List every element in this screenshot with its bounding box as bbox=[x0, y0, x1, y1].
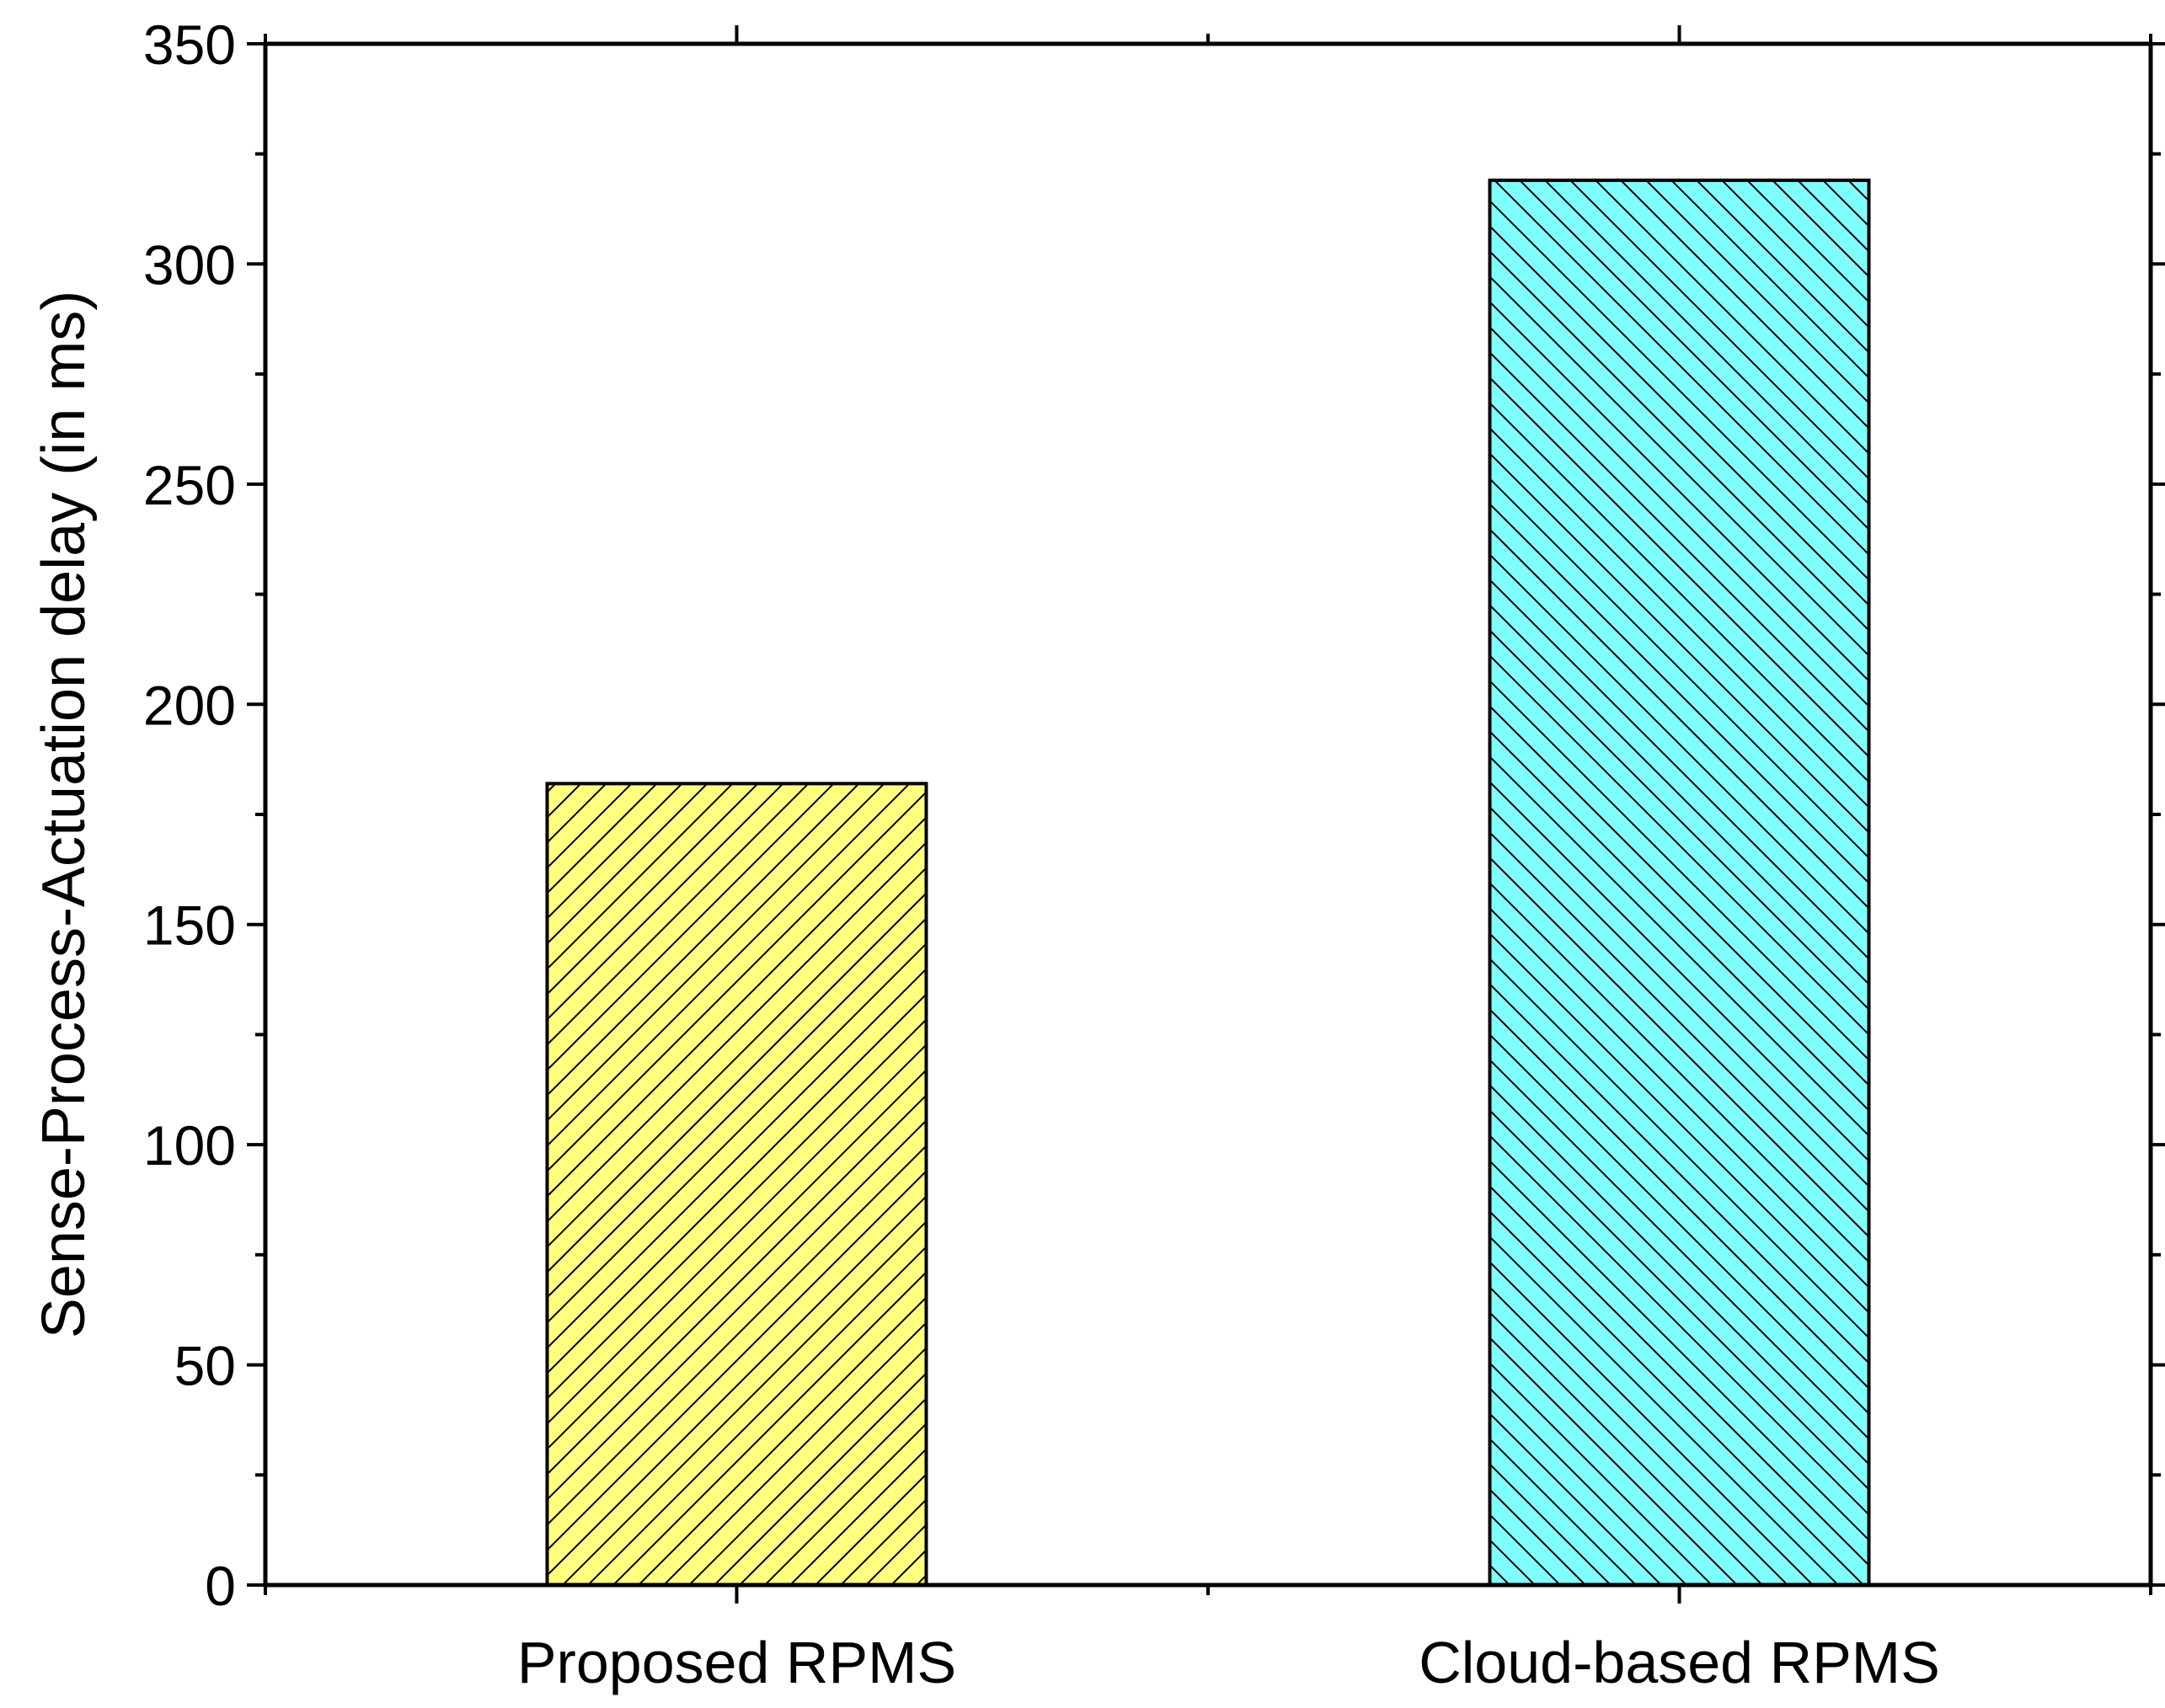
x-tick-label: Proposed RPMS bbox=[517, 1630, 956, 1695]
y-tick-label: 350 bbox=[143, 13, 236, 76]
bar-hatch-cloud-based-rpms bbox=[1488, 179, 1871, 1588]
y-axis-tick-labels: 0 50 100 150 200 250 300 350 bbox=[143, 13, 236, 1617]
y-tick-label: 200 bbox=[143, 674, 236, 736]
y-axis-label: Sense-Process-Actuation delay (in ms) bbox=[30, 291, 98, 1339]
y-tick-label: 0 bbox=[205, 1555, 236, 1617]
bars bbox=[545, 179, 1871, 1588]
axis-ticks bbox=[247, 25, 2165, 1604]
y-tick-label: 300 bbox=[143, 233, 236, 296]
y-tick-label: 100 bbox=[143, 1114, 236, 1177]
x-axis-tick-labels: Proposed RPMS Cloud-based RPMS bbox=[517, 1630, 1940, 1695]
y-tick-label: 250 bbox=[143, 454, 236, 516]
bar-hatch-proposed-rpms bbox=[545, 782, 928, 1587]
y-tick-label: 150 bbox=[143, 894, 236, 957]
y-tick-label: 50 bbox=[174, 1335, 236, 1397]
x-tick-label: Cloud-based RPMS bbox=[1419, 1630, 1940, 1695]
